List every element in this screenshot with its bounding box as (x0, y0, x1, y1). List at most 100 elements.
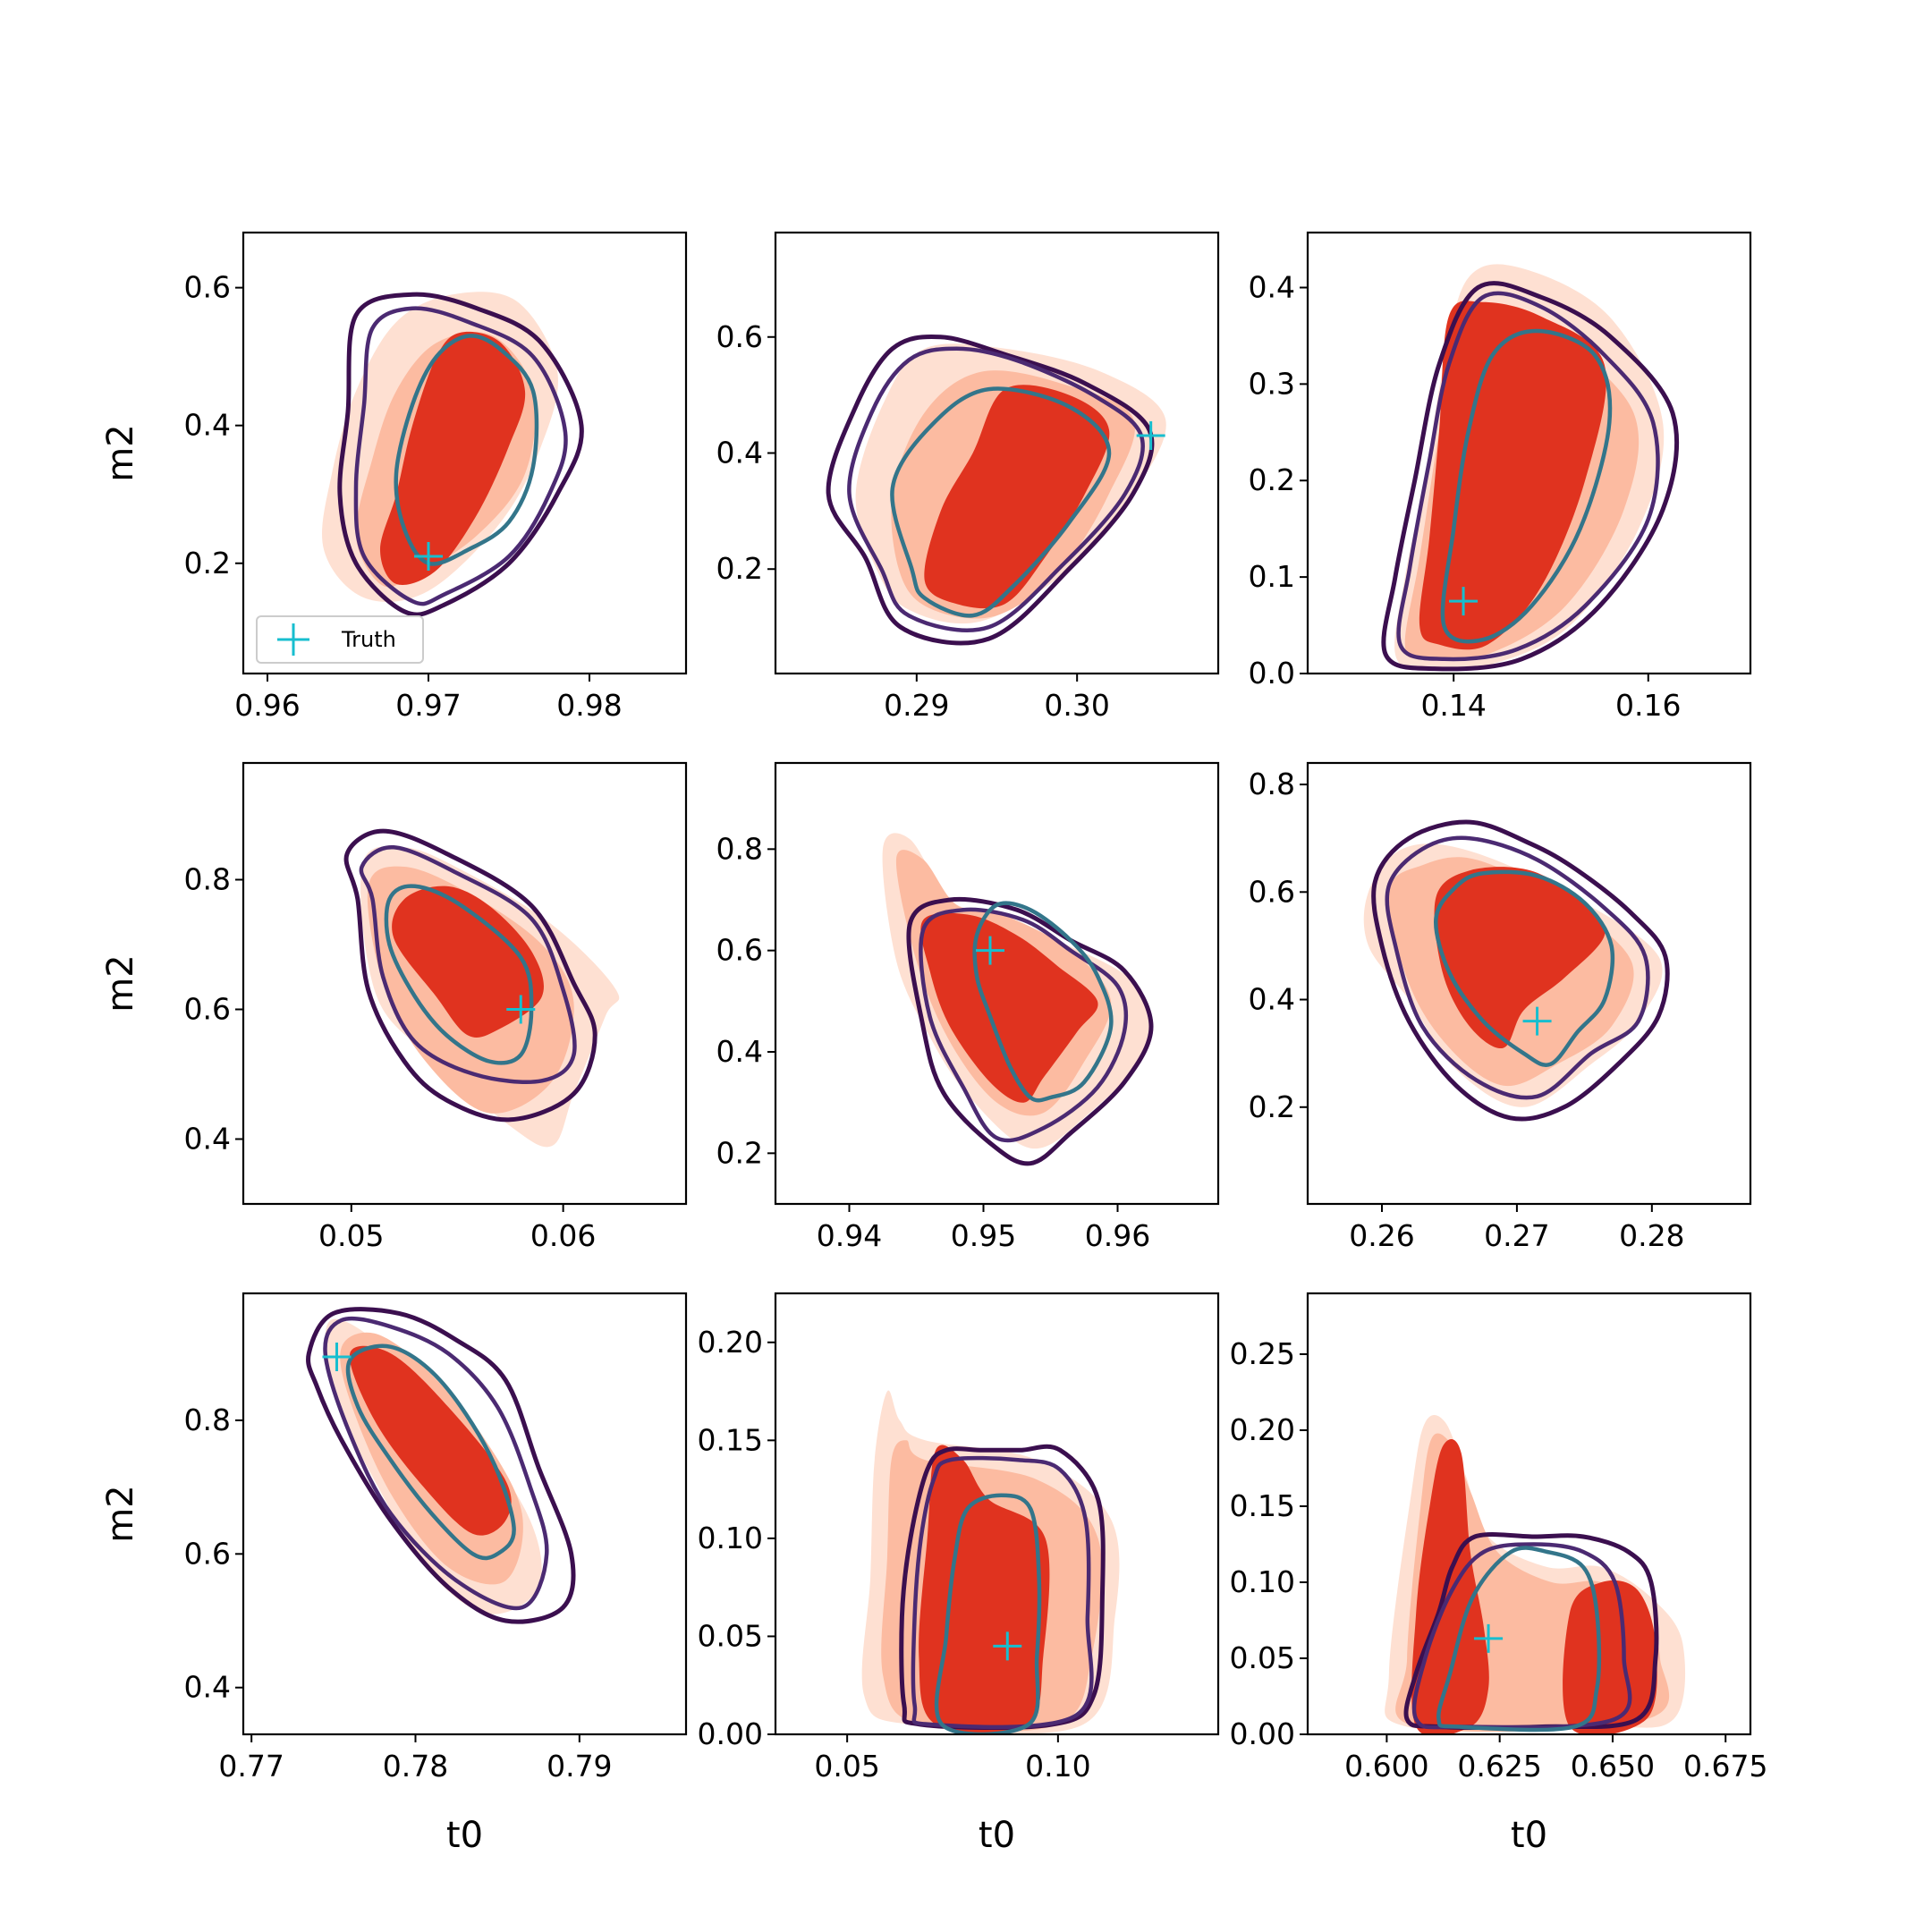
plot-area (343, 828, 620, 1148)
axes-frame (242, 1292, 688, 1736)
y-tick-label: 0.3 (1249, 366, 1295, 401)
density-fill-level-3 (1434, 867, 1606, 1049)
y-tick-label: 0.05 (698, 1618, 763, 1653)
y-tick-label: 0.15 (1230, 1488, 1295, 1523)
contour-line-level-2 (847, 346, 1145, 632)
y-axis-label: m2 (100, 424, 141, 481)
density-fill-level-3b (1563, 1580, 1657, 1734)
x-tick-label: 0.625 (1457, 1749, 1541, 1784)
contour-line-level-2 (353, 306, 568, 606)
plot-area (1381, 264, 1680, 672)
contour-line-level-2 (919, 907, 1129, 1143)
x-tick-label: 0.05 (318, 1218, 384, 1253)
contour-line-level-2 (359, 845, 577, 1084)
legend: Truth (256, 615, 424, 664)
y-tick-label: 0.6 (184, 1536, 231, 1571)
y-tick-label: 0.6 (1249, 874, 1295, 909)
y-tick-label: 0.20 (698, 1325, 763, 1360)
contour-line-level-1 (906, 896, 1154, 1166)
density-fill-level-3 (392, 886, 544, 1038)
y-tick-label: 0.6 (716, 319, 763, 354)
x-tick-label: 0.675 (1683, 1749, 1767, 1784)
plot-area (882, 833, 1154, 1166)
x-tick-label: 0.28 (1619, 1218, 1684, 1253)
axes-frame (774, 1292, 1220, 1736)
contour-line-level-3 (1436, 1546, 1602, 1733)
contour-line-level-3 (384, 884, 534, 1065)
plot-area (826, 335, 1166, 646)
plot-area (1385, 1414, 1686, 1734)
x-tick-label: 0.30 (1044, 688, 1109, 723)
y-axis-label: m2 (100, 954, 141, 1012)
y-tick-label: 0.6 (716, 933, 763, 968)
panel-0-0: 0.96 0.97 0.98 0.2 0.4 0.6 m2 Truth (100, 231, 688, 723)
contour-line-level-2 (911, 1455, 1094, 1730)
truth-marker (1522, 1006, 1552, 1036)
x-tick-label: 0.29 (884, 688, 949, 723)
contour-line-level-3 (345, 1343, 516, 1561)
y-tick-label: 0.00 (698, 1716, 763, 1751)
truth-marker (414, 542, 443, 572)
x-tick-label: 0.98 (556, 688, 622, 723)
x-tick-label: 0.77 (218, 1749, 284, 1784)
truth-marker (1474, 1623, 1504, 1653)
x-tick-label: 0.95 (951, 1218, 1016, 1253)
y-tick-label: 0.8 (716, 831, 763, 866)
y-tick-label: 0.10 (698, 1521, 763, 1555)
y-tick-label: 0.4 (716, 436, 763, 470)
truth-marker (1136, 421, 1165, 451)
y-tick-label: 0.10 (1230, 1564, 1295, 1599)
contour-line-level-1 (1371, 819, 1670, 1122)
y-tick-label: 0.15 (698, 1422, 763, 1457)
panel-1-2: 0.26 0.27 0.28 0.2 0.4 0.6 0.8 (1249, 761, 1752, 1253)
panel-0-2: 0.14 0.16 0.0 0.1 0.2 0.3 0.4 (1249, 231, 1752, 723)
y-tick-label: 0.2 (716, 1135, 763, 1170)
plot-area (861, 1390, 1120, 1734)
panel-1-1: 0.94 0.95 0.96 0.2 0.4 0.6 0.8 (716, 761, 1220, 1253)
x-tick-label: 0.14 (1420, 688, 1486, 723)
axes-frame (242, 761, 688, 1206)
y-tick-label: 0.6 (184, 270, 231, 305)
contour-line-level-2 (1411, 1542, 1632, 1730)
x-axis-label: t0 (979, 1815, 1015, 1856)
plot-area (322, 292, 584, 617)
contour-line-level-1 (1381, 281, 1680, 672)
y-tick-label: 0.8 (184, 862, 231, 897)
x-tick-label: 0.96 (1085, 1218, 1150, 1253)
y-tick-label: 0.2 (1249, 462, 1295, 497)
x-tick-label: 0.94 (817, 1218, 882, 1253)
y-tick-label: 0.8 (1249, 767, 1295, 801)
y-tick-label: 0.6 (184, 992, 231, 1027)
y-tick-label: 0.1 (1249, 559, 1295, 594)
contour-line-level-1 (306, 1307, 576, 1624)
contour-line-level-3 (890, 386, 1112, 618)
axes-frame (1306, 1292, 1752, 1736)
legend-label: Truth (341, 627, 396, 652)
y-tick-label: 0.4 (184, 1122, 231, 1157)
contour-line-level-2 (1385, 835, 1650, 1100)
truth-marker (993, 1631, 1022, 1661)
x-tick-label: 0.05 (814, 1749, 879, 1784)
y-tick-label: 0.20 (1230, 1412, 1295, 1447)
contour-line-level-2 (1396, 291, 1660, 662)
y-tick-label: 0.8 (184, 1402, 231, 1437)
contour-line-level-1 (343, 828, 597, 1123)
x-tick-label: 0.600 (1344, 1749, 1428, 1784)
axes-frame (1306, 761, 1752, 1206)
plot-area (306, 1307, 576, 1624)
axes-frame (242, 231, 688, 675)
contour-line-level-3 (1440, 328, 1613, 644)
y-axis-label: m2 (100, 1485, 141, 1542)
axes-frame (1306, 231, 1752, 675)
truth-marker (506, 995, 536, 1024)
y-tick-label: 0.2 (1249, 1089, 1295, 1124)
x-tick-label: 0.97 (395, 688, 461, 723)
contour-line-level-2 (323, 1316, 549, 1611)
panel-0-1: 0.29 0.30 0.2 0.4 0.6 (716, 231, 1220, 723)
density-fill-level-3 (380, 331, 526, 585)
panel-2-2: 0.600 0.625 0.650 0.675 0.00 0.05 0.10 0.15 0.20… (1230, 1292, 1767, 1856)
truth-marker (976, 936, 1004, 965)
panel-2-0: 0.77 0.78 0.79 0.4 0.6 0.8 m2 t0 (100, 1292, 688, 1856)
contour-line-level-3 (1434, 869, 1615, 1067)
density-fill-level-3 (349, 1345, 512, 1536)
